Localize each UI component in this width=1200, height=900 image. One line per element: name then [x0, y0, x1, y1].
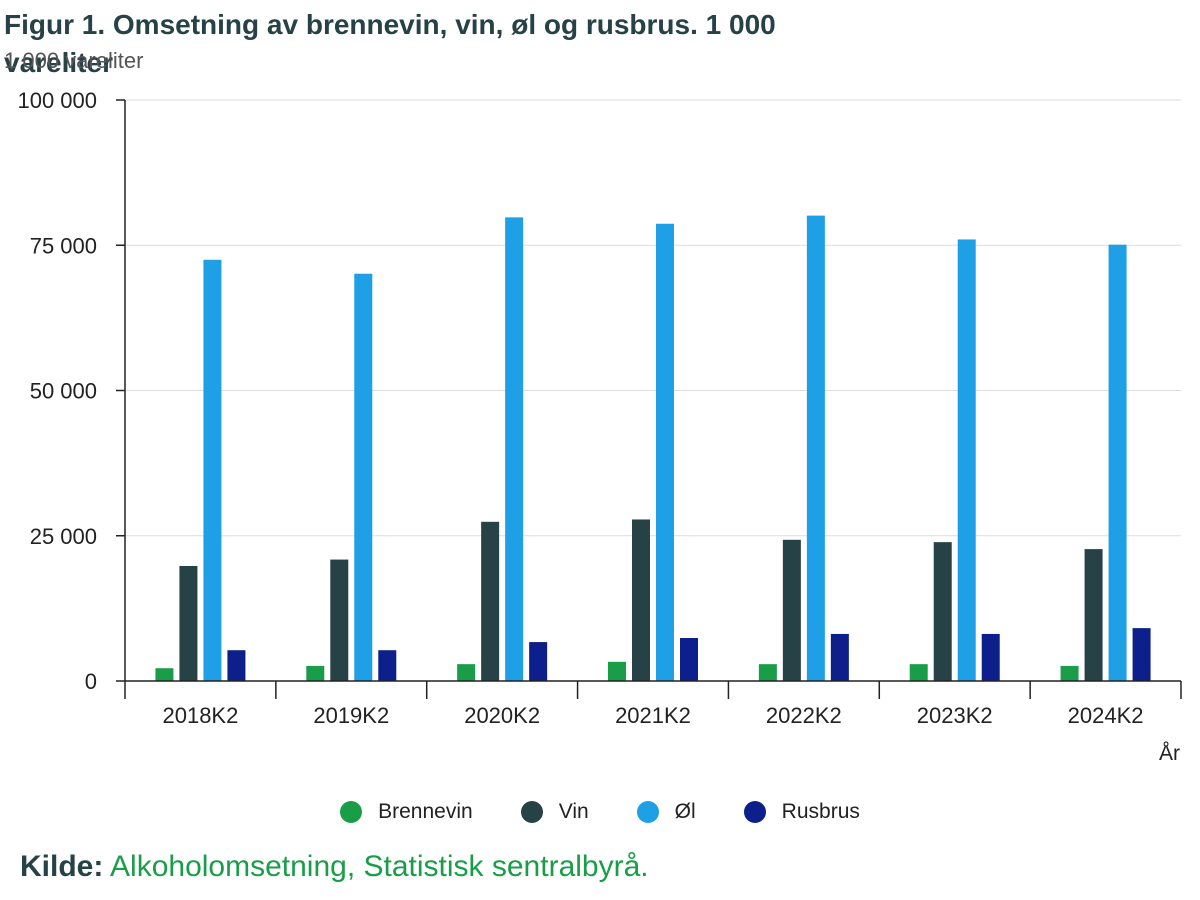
source-line: Kilde: Alkoholomsetning, Statistisk sent…: [20, 850, 649, 884]
y-axis-ticks: 0 25 000 50 000 75 000 100 000: [17, 88, 125, 694]
grid-lines: [125, 99, 1181, 537]
y-tick-label: 0: [85, 669, 97, 694]
legend-item-brennevin[interactable]: Brennevin: [340, 800, 473, 824]
x-tick-label: 2022K2: [766, 703, 842, 728]
bar-vin[interactable]: [782, 539, 801, 681]
bar-vin[interactable]: [179, 565, 198, 681]
bar-vin[interactable]: [481, 521, 500, 681]
bar-øl[interactable]: [957, 239, 976, 681]
bar-brennevin[interactable]: [457, 664, 476, 681]
legend-label: Vin: [558, 800, 589, 823]
bar-rusbrus[interactable]: [227, 650, 246, 681]
bar-øl[interactable]: [354, 273, 373, 681]
source-label: Kilde:: [20, 850, 104, 883]
y-tick-label: 25 000: [30, 524, 97, 549]
bar-vin[interactable]: [632, 519, 650, 681]
x-tick-label: 2023K2: [917, 703, 993, 728]
bar-øl[interactable]: [806, 215, 825, 681]
bar-brennevin[interactable]: [306, 665, 325, 681]
y-tick-label: 50 000: [30, 379, 97, 404]
bar-øl[interactable]: [203, 259, 222, 681]
bar-brennevin[interactable]: [155, 668, 174, 681]
x-tick-label: 2020K2: [464, 703, 540, 728]
x-tick-label: 2018K2: [162, 703, 238, 728]
bar-rusbrus[interactable]: [981, 633, 1000, 681]
y-tick-label: 100 000: [17, 88, 97, 113]
bar-brennevin[interactable]: [909, 664, 928, 681]
bar-vin[interactable]: [933, 542, 952, 681]
y-axis-unit-label: 1 000 vareliter: [4, 48, 144, 73]
y-tick-label: 75 000: [30, 233, 97, 258]
bar-vin[interactable]: [330, 559, 349, 681]
legend-swatch: [340, 801, 363, 823]
bar-øl[interactable]: [656, 223, 674, 682]
legend-label: Brennevin: [378, 800, 473, 823]
bar-øl[interactable]: [505, 217, 524, 681]
bar-brennevin[interactable]: [758, 664, 777, 681]
bar-rusbrus[interactable]: [529, 642, 548, 681]
legend-swatch: [520, 801, 543, 823]
bar-rusbrus[interactable]: [1132, 628, 1151, 681]
bar-vin[interactable]: [1084, 549, 1103, 681]
x-axis-ticks: 2018K2 2019K2 2020K2 2021K2 2022K2 2023K2 2024…: [124, 681, 1182, 728]
x-tick-label: 2021K2: [615, 703, 691, 728]
bar-rusbrus[interactable]: [680, 638, 698, 681]
legend-item-vin[interactable]: Vin: [520, 800, 589, 824]
legend-item-øl[interactable]: Øl: [636, 800, 696, 824]
bar-brennevin[interactable]: [608, 661, 626, 681]
legend: Brennevin Vin Øl Rusbrus: [0, 800, 1200, 824]
bar-brennevin[interactable]: [1060, 665, 1079, 681]
legend-label: Rusbrus: [781, 800, 860, 823]
x-tick-label: 2019K2: [313, 703, 389, 728]
legend-swatch: [743, 801, 766, 823]
bars: [155, 215, 1151, 682]
x-tick-label: 2024K2: [1068, 703, 1144, 728]
legend-swatch: [636, 801, 659, 823]
source-link[interactable]: Alkoholomsetning, Statistisk sentralbyrå…: [110, 850, 649, 883]
legend-label: Øl: [674, 800, 696, 823]
bar-øl[interactable]: [1108, 244, 1127, 681]
bar-rusbrus[interactable]: [378, 650, 397, 681]
x-axis-title: År: [1159, 742, 1180, 765]
legend-item-rusbrus[interactable]: Rusbrus: [743, 800, 860, 824]
chart-title: Figur 1. Omsetning av brennevin, vin, øl…: [4, 9, 776, 78]
bar-rusbrus[interactable]: [830, 633, 849, 681]
